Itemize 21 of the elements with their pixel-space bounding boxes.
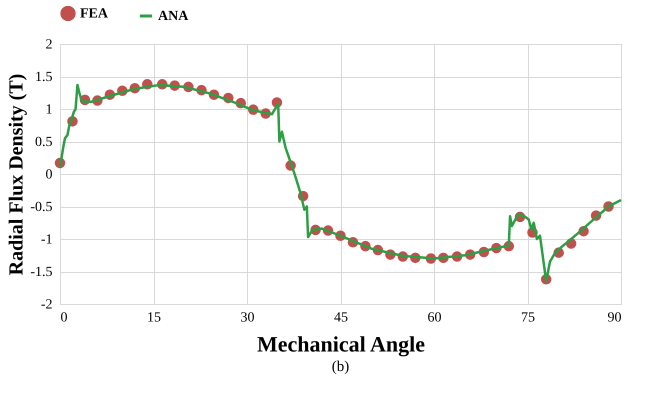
x-axis-title: Mechanical Angle (256, 332, 426, 356)
x-tick-label: 75 (521, 310, 535, 326)
y-tick-label: 2 (46, 38, 52, 52)
y-tick-label: -0.5 (30, 200, 52, 215)
legend-label: ANA (158, 9, 190, 24)
y-tick-label: -1 (40, 232, 52, 248)
y-tick-label: -2 (40, 298, 52, 312)
x-tick-label: 0 (60, 310, 68, 326)
y-tick-label: 0.5 (35, 135, 52, 150)
x-tick-label: 30 (240, 310, 254, 326)
y-axis-title: Radial Flux Density (T) (5, 74, 28, 276)
y-tick-label: 0 (46, 168, 52, 182)
x-tick-label: 60 (428, 310, 442, 326)
y-tick-label: -1.5 (30, 265, 52, 280)
x-tick-label: 45 (334, 310, 348, 326)
y-tick-label: 1 (46, 102, 52, 118)
text: (b) (332, 359, 350, 375)
y-tick-label: 1.5 (35, 70, 52, 85)
x-tick-label: 90 (608, 310, 622, 326)
legend-label: FEA (80, 6, 109, 22)
x-tick-label: 15 (147, 310, 161, 326)
